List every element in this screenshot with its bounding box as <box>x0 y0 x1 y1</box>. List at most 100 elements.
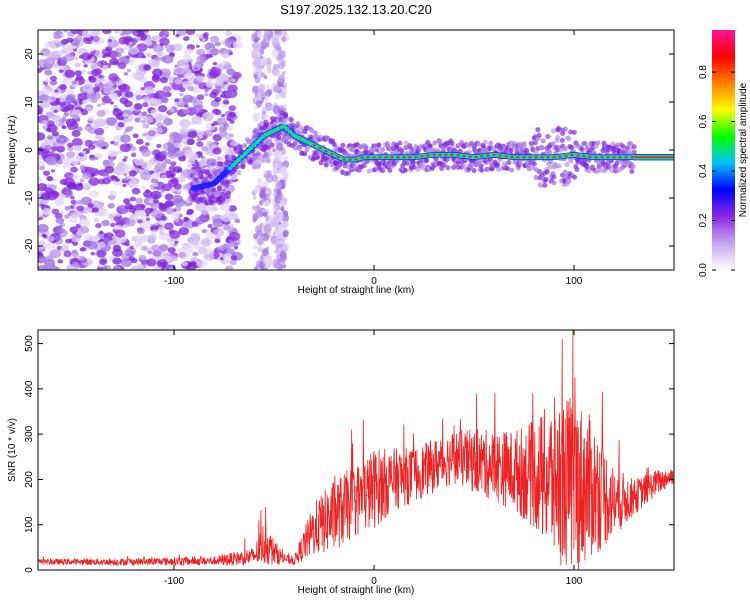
noise-blob <box>274 92 281 100</box>
noise-blob <box>39 99 51 109</box>
noise-blob <box>141 123 149 129</box>
noise-blob <box>117 161 125 168</box>
noise-blob <box>228 105 237 112</box>
ridge-halo <box>536 132 542 138</box>
ridge-halo <box>584 164 590 170</box>
noise-blob <box>162 85 172 93</box>
noise-blob <box>72 241 79 246</box>
noise-blob <box>55 229 62 234</box>
ridge-core <box>372 156 376 159</box>
noise-blob <box>281 35 287 42</box>
noise-blob <box>164 91 172 98</box>
noise-blob <box>67 146 74 152</box>
noise-blob <box>164 200 173 207</box>
colorbar-tick-label: 0.8 <box>698 65 709 79</box>
noise-blob <box>255 100 262 108</box>
noise-blob <box>140 120 146 124</box>
noise-blob <box>86 240 98 250</box>
noise-blob <box>278 175 283 181</box>
noise-blob <box>187 130 198 139</box>
ridge-halo <box>351 161 357 167</box>
noise-blob <box>271 36 279 46</box>
noise-blob <box>187 164 192 168</box>
ridge-green <box>436 153 440 157</box>
noise-blob <box>60 210 65 214</box>
noise-blob <box>157 202 163 206</box>
noise-blob <box>168 242 175 247</box>
noise-blob <box>182 138 188 143</box>
ridge-halo <box>380 168 386 174</box>
noise-blob <box>263 75 268 80</box>
ridge-core <box>492 153 496 156</box>
noise-blob <box>72 252 80 258</box>
ridge-halo <box>420 162 426 168</box>
ridge-green <box>620 155 624 159</box>
ridge-core <box>468 155 472 158</box>
snr-x-tick-label: -100 <box>164 576 184 587</box>
ridge-green <box>292 134 296 138</box>
ridge-halo <box>366 168 372 174</box>
ridge-core <box>336 155 340 158</box>
noise-blob <box>104 166 115 174</box>
noise-blob <box>206 158 217 166</box>
noise-blob <box>255 209 263 218</box>
noise-blob <box>114 52 122 58</box>
noise-blob <box>261 39 268 48</box>
noise-blob <box>259 190 265 198</box>
noise-blob <box>50 50 62 59</box>
ridge-green <box>388 155 392 159</box>
noise-blob <box>77 255 86 262</box>
ridge-green <box>404 155 408 159</box>
noise-blob <box>85 106 93 112</box>
ridge-core <box>324 149 328 152</box>
colorbar-ticks: 0.0 0.2 0.4 0.6 0.8 <box>698 65 735 277</box>
noise-blob <box>136 43 148 52</box>
ridge-core <box>462 155 466 157</box>
noise-blob <box>53 109 58 113</box>
noise-blob <box>135 94 143 101</box>
noise-blob <box>45 111 55 119</box>
noise-blob <box>60 33 66 37</box>
noise-blob <box>253 187 259 194</box>
noise-blob <box>150 203 159 210</box>
noise-blob <box>140 204 146 209</box>
noise-blob <box>91 30 101 37</box>
noise-blob <box>38 251 42 255</box>
noise-blob <box>196 120 202 125</box>
noise-blob <box>88 177 100 186</box>
noise-blob <box>170 161 177 167</box>
noise-blob <box>63 250 72 258</box>
noise-blob <box>60 49 67 54</box>
noise-blob <box>107 150 118 158</box>
noise-blob <box>181 261 189 267</box>
noise-blob <box>177 251 186 259</box>
snr-y-tick-label: 0 <box>24 567 35 573</box>
noise-blob <box>96 109 106 117</box>
noise-blob <box>193 66 199 70</box>
ridge-halo <box>528 140 534 146</box>
noise-blob <box>154 113 165 121</box>
noise-blob <box>79 178 85 183</box>
noise-blob <box>195 44 200 48</box>
noise-blob <box>233 245 239 250</box>
ridge-core <box>366 156 370 159</box>
ridge-halo <box>566 136 572 142</box>
noise-blob <box>95 223 102 229</box>
ridge-halo <box>568 129 574 135</box>
ridge-halo <box>472 147 478 153</box>
noise-blob <box>125 126 133 132</box>
ridge-core <box>552 156 556 159</box>
noise-blob <box>140 171 152 181</box>
ridge-halo <box>415 166 421 172</box>
noise-blob <box>182 54 191 61</box>
noise-blob <box>83 64 88 68</box>
ridge-core <box>330 152 334 155</box>
ridge-core <box>540 156 544 159</box>
ridge-green <box>304 139 308 143</box>
noise-blob <box>73 56 79 61</box>
noise-blob <box>95 49 100 53</box>
noise-blob <box>60 245 70 253</box>
ridge-halo <box>410 159 416 165</box>
ridge-halo <box>313 130 319 136</box>
ridge-green <box>448 153 452 157</box>
